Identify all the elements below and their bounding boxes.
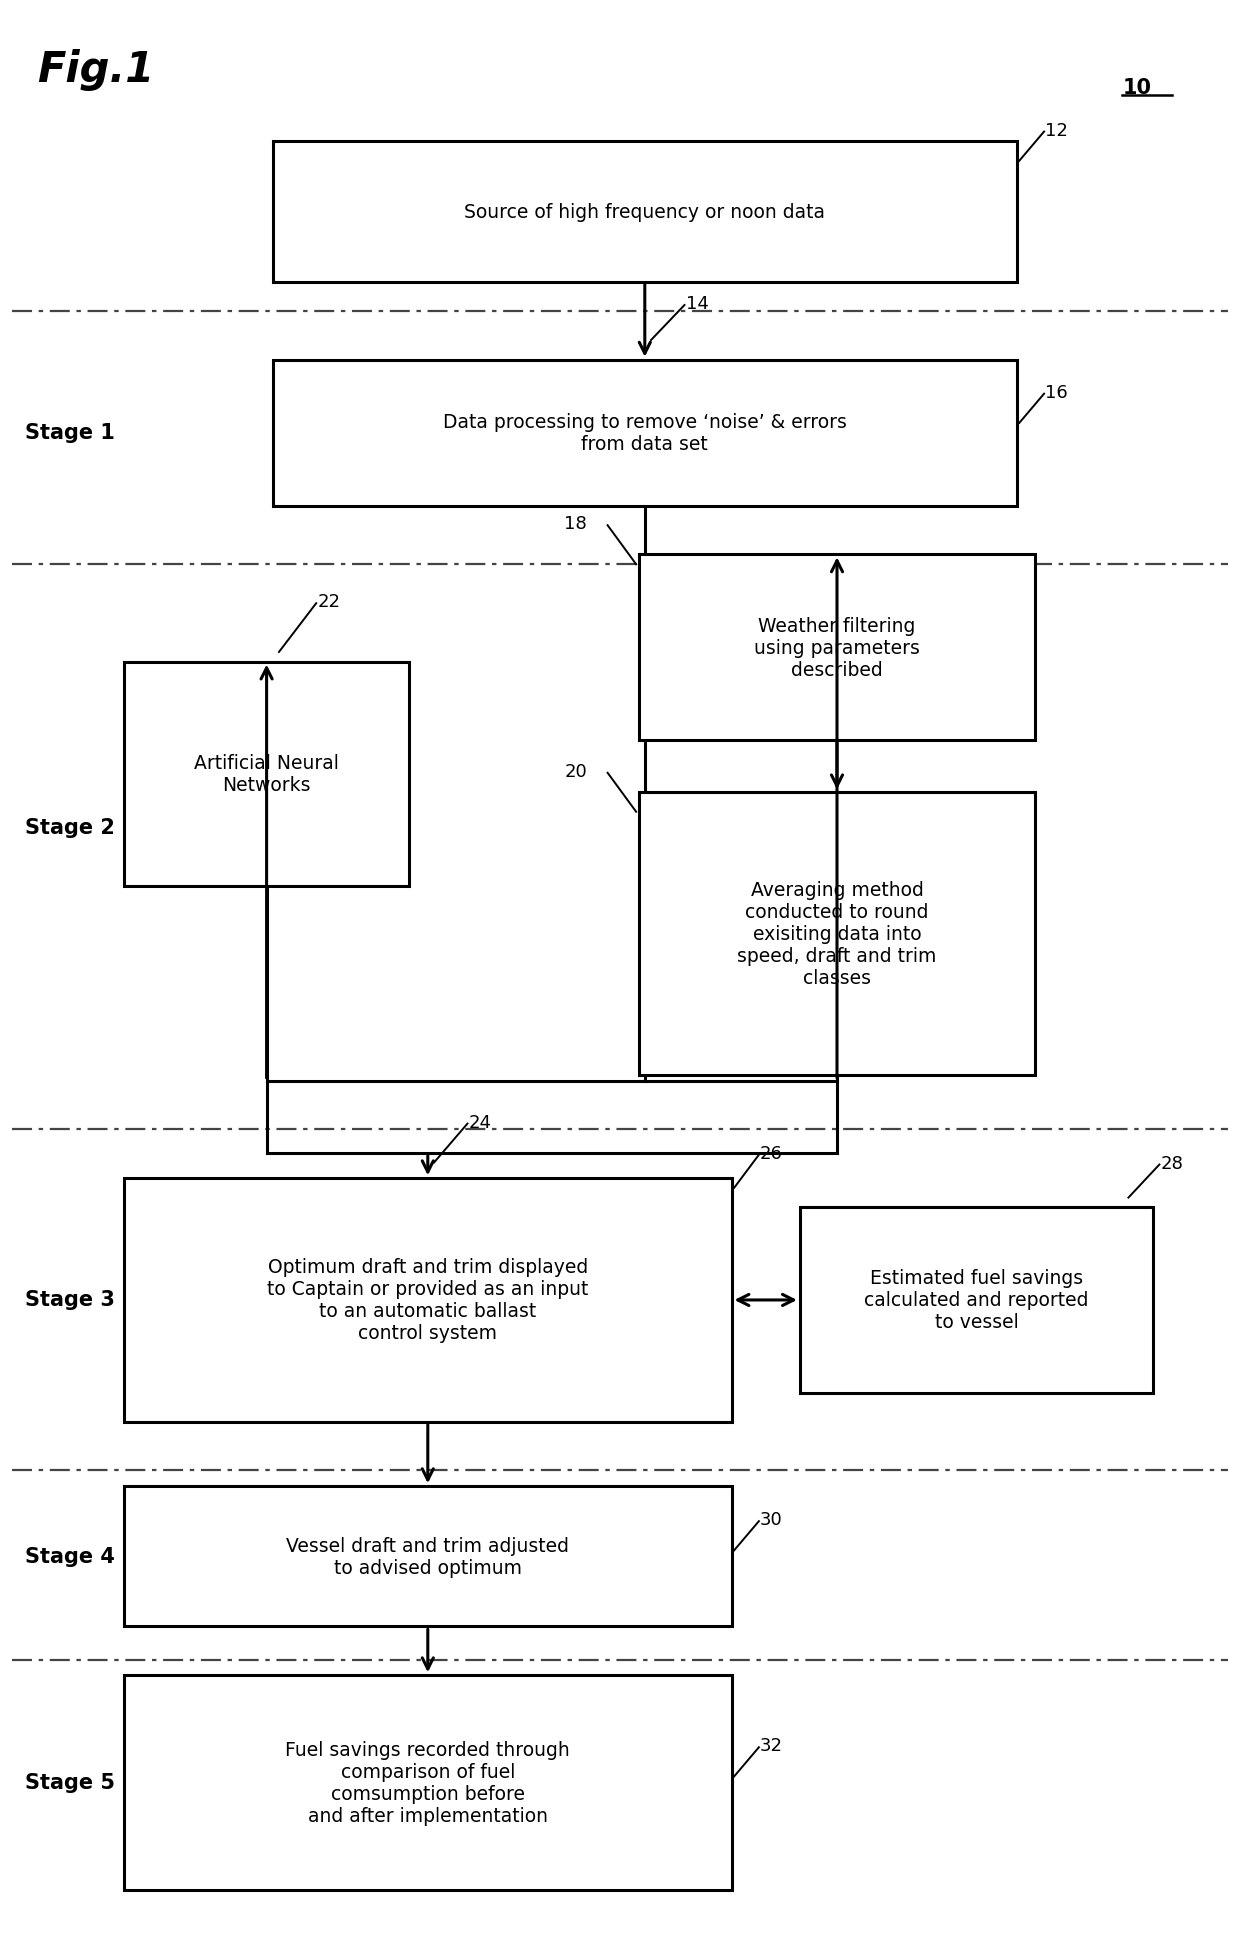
Text: Stage 1: Stage 1 xyxy=(25,423,114,442)
Text: Vessel draft and trim adjusted
to advised optimum: Vessel draft and trim adjusted to advise… xyxy=(286,1535,569,1578)
FancyBboxPatch shape xyxy=(273,360,1017,506)
FancyBboxPatch shape xyxy=(273,142,1017,282)
Text: Optimum draft and trim displayed
to Captain or provided as an input
to an automa: Optimum draft and trim displayed to Capt… xyxy=(267,1258,589,1342)
FancyBboxPatch shape xyxy=(124,662,409,886)
Text: 30: 30 xyxy=(760,1510,782,1529)
Text: Stage 3: Stage 3 xyxy=(25,1290,114,1309)
Text: Stage 5: Stage 5 xyxy=(25,1773,115,1792)
Text: Fuel savings recorded through
comparison of fuel
comsumption before
and after im: Fuel savings recorded through comparison… xyxy=(285,1740,570,1825)
Text: 20: 20 xyxy=(564,762,587,781)
Text: Stage 4: Stage 4 xyxy=(25,1547,114,1566)
Text: 28: 28 xyxy=(1161,1153,1183,1173)
Text: 22: 22 xyxy=(317,592,341,612)
FancyBboxPatch shape xyxy=(124,1179,732,1422)
Text: 32: 32 xyxy=(760,1736,784,1755)
Text: 26: 26 xyxy=(760,1143,782,1163)
FancyBboxPatch shape xyxy=(639,555,1035,740)
Text: Estimated fuel savings
calculated and reported
to vessel: Estimated fuel savings calculated and re… xyxy=(864,1268,1089,1332)
Text: 10: 10 xyxy=(1122,78,1151,97)
Text: Fig.1: Fig.1 xyxy=(37,49,155,92)
Text: 12: 12 xyxy=(1045,121,1068,140)
FancyBboxPatch shape xyxy=(124,1486,732,1627)
Text: 16: 16 xyxy=(1045,384,1068,401)
Text: Source of high frequency or noon data: Source of high frequency or noon data xyxy=(464,203,826,222)
Text: Averaging method
conducted to round
exisiting data into
speed, draft and trim
cl: Averaging method conducted to round exis… xyxy=(738,880,936,988)
Text: Artificial Neural
Networks: Artificial Neural Networks xyxy=(195,754,339,795)
Text: 24: 24 xyxy=(469,1112,492,1132)
Text: 14: 14 xyxy=(686,294,708,314)
Text: Weather filtering
using parameters
described: Weather filtering using parameters descr… xyxy=(754,616,920,680)
FancyBboxPatch shape xyxy=(800,1208,1153,1393)
FancyBboxPatch shape xyxy=(124,1675,732,1890)
Text: Stage 2: Stage 2 xyxy=(25,818,114,838)
FancyBboxPatch shape xyxy=(639,793,1035,1075)
Text: 18: 18 xyxy=(564,514,587,534)
Text: Data processing to remove ‘noise’ & errors
from data set: Data processing to remove ‘noise’ & erro… xyxy=(443,413,847,454)
